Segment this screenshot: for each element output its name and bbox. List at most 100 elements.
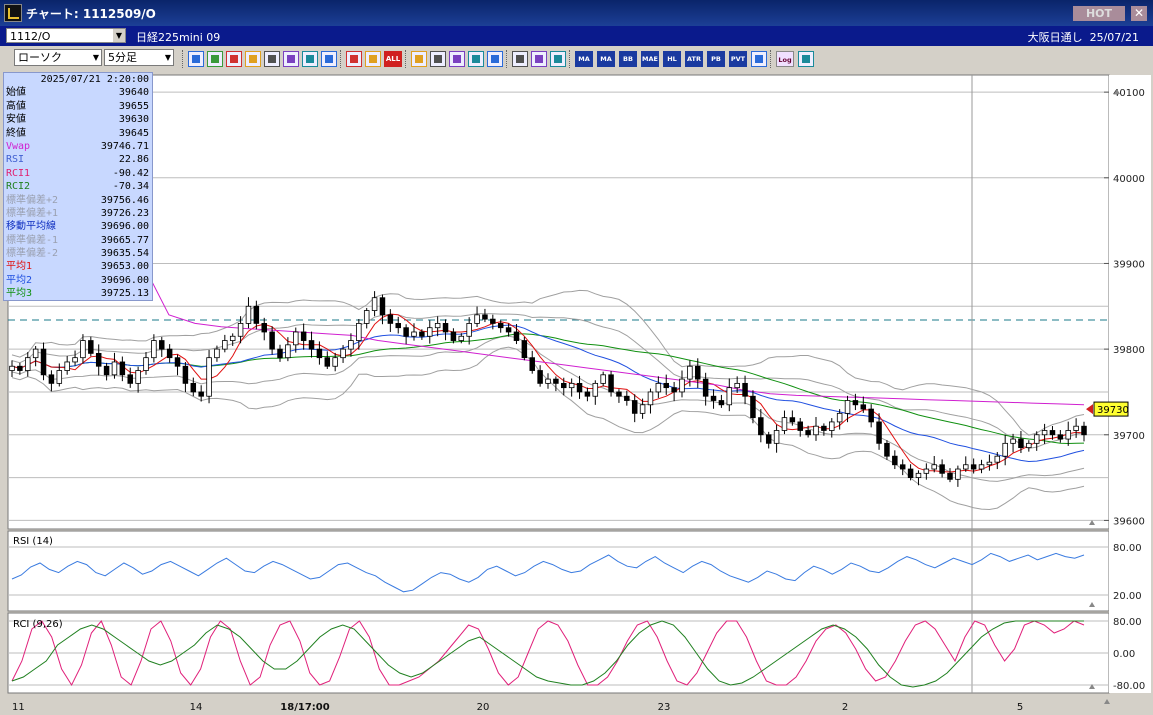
y-tick-label: 39600 bbox=[1113, 516, 1145, 527]
chevron-down-icon[interactable]: ▼ bbox=[113, 29, 125, 42]
candle-body bbox=[182, 365, 189, 384]
candle-body bbox=[356, 323, 362, 341]
candle-body bbox=[64, 361, 70, 371]
line-tool-icon[interactable] bbox=[245, 51, 261, 67]
candle-body bbox=[1041, 430, 1048, 436]
hot-button[interactable]: HOT bbox=[1073, 6, 1125, 21]
vwap-line bbox=[11, 254, 1085, 406]
candle-body bbox=[222, 340, 228, 350]
scroll-up-icon bbox=[1114, 89, 1120, 94]
rsi-panel-label: RSI (14) bbox=[13, 536, 53, 547]
candle-body bbox=[821, 425, 827, 431]
candle-body bbox=[687, 365, 693, 380]
candle-body bbox=[17, 365, 23, 371]
candle-body bbox=[497, 323, 504, 329]
data-panel-label: 標準偏差-1 bbox=[6, 234, 59, 246]
scroll-up-icon bbox=[1089, 684, 1095, 689]
indicator-pvt-button[interactable]: PVT bbox=[729, 51, 747, 67]
indicator-ma-button[interactable]: MA bbox=[575, 51, 593, 67]
trash-icon[interactable] bbox=[321, 51, 337, 67]
data-panel-label: 平均3 bbox=[6, 288, 33, 300]
candle-body bbox=[915, 472, 922, 479]
candle-body bbox=[639, 404, 646, 414]
indicator-mae-button[interactable]: MAE bbox=[641, 51, 659, 67]
cross-icon[interactable] bbox=[468, 51, 484, 67]
data-panel-value: 39665.77 bbox=[100, 234, 149, 246]
data-panel-label: 終値 bbox=[6, 127, 26, 139]
candle-body bbox=[277, 348, 283, 359]
scale-out-icon[interactable] bbox=[365, 51, 381, 67]
candle-body bbox=[860, 404, 867, 410]
cursor-icon[interactable] bbox=[264, 51, 280, 67]
y-tick-label: 40100 bbox=[1113, 88, 1145, 99]
candle-body bbox=[245, 305, 252, 324]
x-tick-label: 5 bbox=[1017, 702, 1023, 713]
data-panel-value: 22.86 bbox=[118, 154, 149, 166]
data-panel-label: 標準偏差+1 bbox=[6, 207, 59, 219]
indicator-pb-button[interactable]: PB bbox=[707, 51, 725, 67]
indicator-bb-button[interactable]: BB bbox=[619, 51, 637, 67]
sort-icon[interactable] bbox=[411, 51, 427, 67]
data-panel-value: 39630 bbox=[118, 114, 149, 126]
info-icon[interactable] bbox=[487, 51, 503, 67]
candle-body bbox=[600, 374, 606, 384]
y-tick-label: 39900 bbox=[1113, 259, 1145, 270]
symbol-select[interactable]: 1112/O ▼ bbox=[6, 28, 126, 43]
candle-body bbox=[206, 357, 212, 397]
pencil-icon[interactable] bbox=[226, 51, 242, 67]
data-panel-row: RCI1 -90.42 bbox=[4, 167, 152, 180]
data-panel-row: 標準偏差+1 39726.23 bbox=[4, 207, 152, 220]
candle-body bbox=[466, 323, 472, 337]
toolbar-separator bbox=[340, 50, 343, 68]
interval-select[interactable]: 5分足 ▼ bbox=[104, 49, 174, 66]
chart-type-select[interactable]: ローソク ▼ bbox=[14, 49, 102, 66]
scale-in-icon[interactable] bbox=[346, 51, 362, 67]
candle-body bbox=[781, 417, 788, 431]
candle-body bbox=[805, 430, 811, 436]
window-frame-icon[interactable] bbox=[751, 51, 767, 67]
window-icon[interactable] bbox=[207, 51, 223, 67]
rci-line-rci2 bbox=[11, 620, 1084, 688]
indicator-hl-button[interactable]: HL bbox=[663, 51, 681, 67]
wrench-icon[interactable] bbox=[531, 51, 547, 67]
y-tick-label: 0.00 bbox=[1113, 649, 1135, 660]
candle-body bbox=[442, 323, 449, 333]
data-panel-value: 39696.00 bbox=[100, 274, 149, 286]
candle-body bbox=[836, 412, 843, 423]
candle-body bbox=[584, 391, 591, 397]
grid-icon[interactable] bbox=[512, 51, 528, 67]
search-chart-icon[interactable] bbox=[430, 51, 446, 67]
candle-body bbox=[151, 340, 157, 359]
chart-area[interactable]: 40100 40000 39900 39800 39700 39600 39730 80.00… bbox=[0, 72, 1153, 715]
all-button[interactable]: ALL bbox=[384, 51, 402, 67]
candle-body bbox=[829, 421, 835, 431]
zoom-icon[interactable] bbox=[188, 51, 204, 67]
candle-body bbox=[261, 323, 267, 333]
symbol-bar: 1112/O ▼ 日経225mini 09 大阪日通し 25/07/21 bbox=[0, 26, 1153, 46]
candle-body bbox=[1057, 434, 1064, 440]
color-icon[interactable] bbox=[550, 51, 566, 67]
candle-body bbox=[710, 395, 717, 401]
indicator-ma-button[interactable]: MA bbox=[597, 51, 615, 67]
candle-body bbox=[434, 323, 441, 329]
candle-body bbox=[726, 387, 733, 406]
rci-panel-label: RCI (9,26) bbox=[13, 619, 63, 630]
export-icon[interactable] bbox=[798, 51, 814, 67]
data-panel-row: 平均1 39653.00 bbox=[4, 260, 152, 273]
note-icon[interactable] bbox=[302, 51, 318, 67]
candle-body bbox=[576, 382, 583, 393]
toolbar-separator bbox=[770, 50, 773, 68]
bar-chart-icon[interactable] bbox=[449, 51, 465, 67]
log-scale-button[interactable]: Log bbox=[776, 51, 794, 67]
candle-body bbox=[371, 297, 378, 311]
y-tick-label: 80.00 bbox=[1113, 543, 1142, 554]
indicator-atr-button[interactable]: ATR bbox=[685, 51, 703, 67]
candle-body bbox=[505, 327, 512, 333]
candle-body bbox=[1002, 442, 1008, 457]
candle-body bbox=[395, 323, 401, 329]
eraser-icon[interactable] bbox=[283, 51, 299, 67]
close-button[interactable]: ✕ bbox=[1131, 6, 1147, 21]
candle-body bbox=[103, 365, 110, 376]
candle-body bbox=[742, 382, 748, 397]
candle-body bbox=[1033, 434, 1040, 444]
